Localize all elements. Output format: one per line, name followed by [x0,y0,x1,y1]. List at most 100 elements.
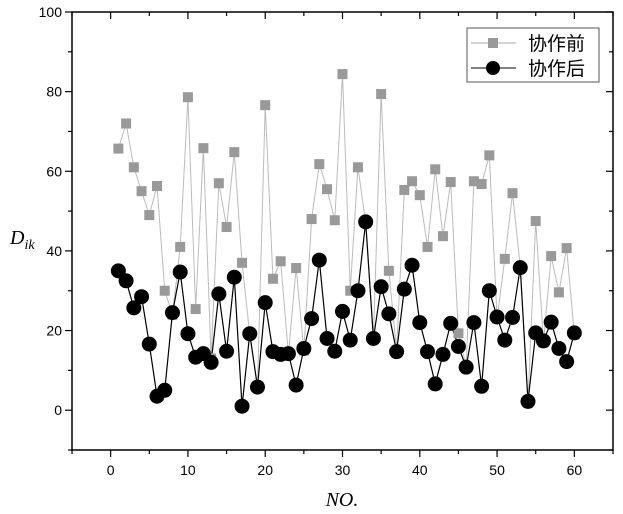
point-before [182,92,193,103]
legend-label-after: 协作后 [528,58,585,80]
point-before [561,243,572,254]
point-before [530,216,541,227]
legend-marker-after [486,61,500,75]
point-before [306,214,317,225]
legend-label-before: 协作前 [528,33,585,55]
point-after [242,326,258,342]
point-after [450,338,466,354]
point-after [559,354,575,370]
point-after [420,344,436,360]
point-before [213,178,224,189]
point-before [337,69,348,80]
point-before [175,241,186,252]
y-tick-label: 60 [46,163,62,179]
point-before [468,176,479,187]
x-tick-label: 30 [335,462,351,478]
x-tick-label: 20 [257,462,273,478]
point-after [234,398,250,414]
point-before [422,241,433,252]
point-before [376,89,387,100]
point-before [260,100,271,111]
x-tick-label: 10 [180,462,196,478]
point-before [229,147,240,158]
point-before [407,176,418,187]
x-tick-label: 0 [107,462,115,478]
point-after [427,376,443,392]
point-after [141,336,157,352]
point-after [257,295,273,311]
point-after [404,257,420,273]
point-after [335,303,350,319]
point-before [345,285,356,296]
point-before [121,118,132,129]
point-before [291,263,302,274]
y-tick-label: 0 [54,402,62,418]
point-after [481,283,497,299]
point-before [476,179,487,190]
point-before [352,162,363,173]
point-before [546,251,557,262]
point-after [203,354,219,370]
point-after [358,214,374,230]
point-before [484,150,495,161]
point-after [396,281,412,297]
point-after [304,311,320,327]
point-after [497,332,513,348]
point-before [159,285,170,296]
y-tick-label: 100 [39,4,63,20]
point-after [381,306,397,322]
point-after [458,359,474,375]
point-before [507,188,518,199]
y-tick-label: 40 [46,243,62,259]
point-before [314,159,325,170]
point-before [445,177,456,188]
x-tick-label: 40 [412,462,428,478]
point-after [342,332,358,348]
point-after [219,343,235,359]
point-before [267,273,278,284]
point-before [399,184,410,195]
point-before [453,328,464,339]
point-after [443,315,459,331]
point-before [430,164,441,175]
point-after [288,377,304,393]
point-before [237,257,248,268]
point-after [535,333,551,349]
point-before [414,190,425,201]
point-before [144,210,155,221]
point-after [435,346,451,362]
point-after [319,331,335,347]
point-after [551,340,567,356]
point-after [327,343,343,359]
point-before [275,256,286,267]
legend-marker-before [488,38,498,48]
point-after [180,326,196,342]
point-after [365,331,381,347]
point-before [322,184,333,195]
point-after [296,340,312,356]
x-tick-label: 50 [489,462,505,478]
point-after [280,346,296,362]
point-after [249,379,265,395]
point-after [566,325,582,341]
point-after [134,289,150,305]
y-tick-label: 80 [46,84,62,100]
point-after [543,314,559,330]
point-before [329,215,340,226]
point-after [172,264,188,280]
x-axis-label: NO. [325,489,359,511]
point-after [126,300,142,316]
point-after [211,286,227,302]
point-after [489,309,505,325]
point-after [373,279,389,295]
point-after [226,269,242,285]
series-line-before [117,74,575,403]
point-before [437,231,448,242]
point-after [412,315,428,331]
point-after [512,260,528,276]
point-after [164,305,180,321]
point-after [389,344,405,360]
point-after [505,309,521,325]
point-before [136,186,147,197]
point-after [466,315,482,331]
